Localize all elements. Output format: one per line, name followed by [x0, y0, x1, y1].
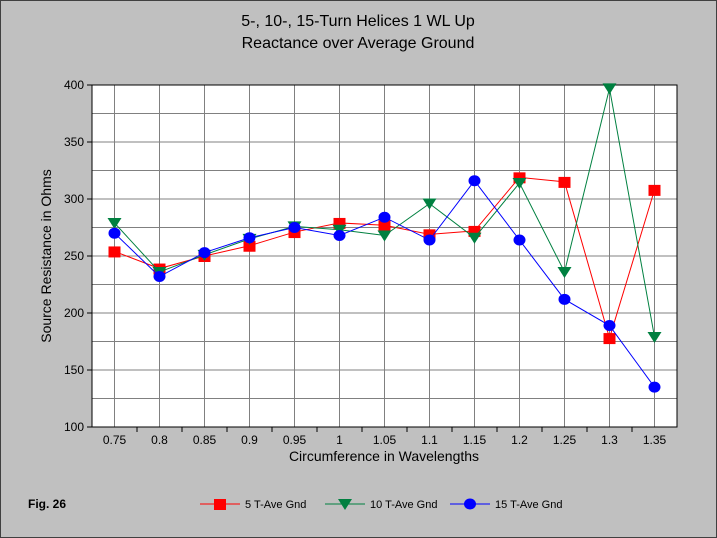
y-tick-label: 150: [64, 363, 84, 377]
x-tick-label: 1.2: [511, 433, 528, 447]
data-point: [108, 246, 121, 258]
legend-label: 5 T-Ave Gnd: [245, 499, 306, 511]
y-tick-label: 200: [64, 306, 84, 320]
data-point: [647, 331, 662, 343]
data-point: [603, 320, 616, 332]
data-point: [107, 217, 122, 229]
data-point: [602, 83, 617, 95]
legend-label: 15 T-Ave Gnd: [495, 499, 562, 511]
x-tick-label: 1.15: [463, 433, 487, 447]
data-point: [333, 229, 346, 241]
data-point: [243, 232, 256, 244]
grid: [92, 85, 677, 427]
x-tick-label: 0.75: [103, 433, 127, 447]
data-point: [468, 175, 481, 187]
data-point: [557, 266, 572, 278]
ticks: 0.75 0.8 0.85 0.9 0.95 1 1.05 1.1 1.15 1.2 1.25 1.3…: [64, 78, 667, 447]
x-tick-label: 1.3: [601, 433, 618, 447]
data-point: [423, 234, 436, 246]
legend-marker: [214, 499, 226, 510]
data-point: [377, 230, 392, 242]
y-tick-label: 400: [64, 78, 84, 92]
x-tick-label: 0.8: [151, 433, 168, 447]
data-point: [467, 232, 482, 244]
data-point: [558, 293, 571, 305]
data-point: [378, 220, 391, 232]
y-tick-label: 350: [64, 135, 84, 149]
x-axis-label: Circumference in Wavelengths: [289, 448, 479, 464]
x-tick-label: 1.35: [643, 433, 667, 447]
x-tick-label: 0.9: [241, 433, 258, 447]
y-tick-label: 250: [64, 249, 84, 263]
data-point: [513, 172, 526, 184]
x-tick-label: 0.85: [193, 433, 217, 447]
chart-subtitle: Reactance over Average Ground: [242, 35, 475, 52]
data-point: [513, 234, 526, 246]
series-group: [107, 83, 662, 393]
data-point: [378, 211, 391, 223]
data-point: [153, 271, 166, 283]
y-tick-label: 100: [64, 420, 84, 434]
data-point: [648, 381, 661, 393]
x-tick-label: 1.05: [373, 433, 397, 447]
data-point: [198, 247, 211, 259]
data-point: [288, 222, 301, 233]
data-point: [243, 240, 256, 252]
x-tick-label: 1: [336, 433, 343, 447]
chart-title: 5-, 10-, 15-Turn Helices 1 WL Up: [241, 13, 475, 30]
data-point: [333, 217, 346, 229]
y-tick-label: 300: [64, 192, 84, 206]
legend-label: 10 T-Ave Gnd: [370, 499, 437, 511]
data-point: [603, 333, 616, 345]
data-point: [422, 198, 437, 210]
data-point: [468, 225, 481, 237]
y-axis-label: Source Resistance in Ohms: [38, 169, 54, 343]
legend: 5 T-Ave Gnd 10 T-Ave Gnd 15 T-Ave Gnd: [200, 498, 562, 511]
data-point: [558, 176, 571, 188]
x-tick-label: 1.25: [553, 433, 577, 447]
data-point: [512, 178, 527, 190]
legend-marker: [338, 499, 352, 510]
legend-marker: [464, 498, 476, 510]
data-point: [648, 184, 661, 196]
data-point: [108, 227, 121, 239]
x-tick-label: 1.1: [421, 433, 438, 447]
figure-label: Fig. 26: [28, 497, 66, 511]
series-3: [108, 175, 661, 393]
x-tick-label: 0.95: [283, 433, 307, 447]
